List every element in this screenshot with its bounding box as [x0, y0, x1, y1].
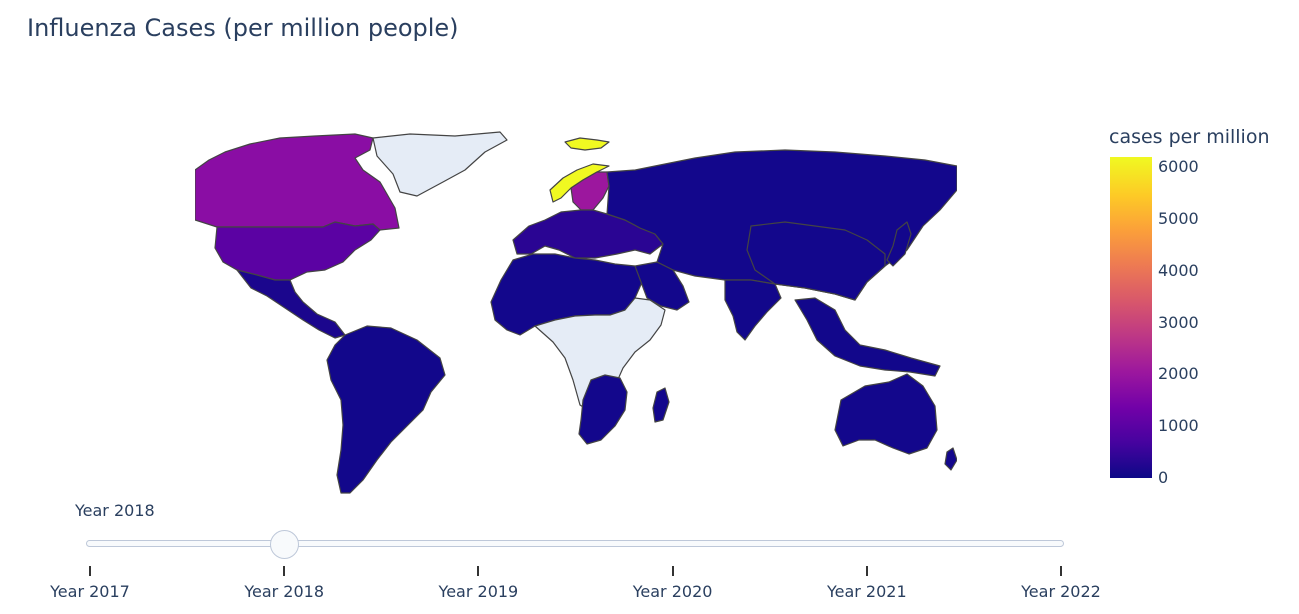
colorbar-tick-label: 3000 [1158, 312, 1199, 332]
slider-step-tick[interactable] [89, 566, 91, 576]
slider-rail[interactable] [86, 540, 1064, 547]
region-mexico-central-america[interactable] [236, 269, 346, 339]
region-southeast-asia[interactable] [794, 297, 941, 377]
region-china[interactable] [746, 221, 886, 301]
slider-step-label[interactable]: Year 2018 [244, 582, 325, 601]
region-southern-africa[interactable] [578, 374, 628, 445]
region-central-africa[interactable] [534, 297, 666, 413]
choropleth-map[interactable] [194, 130, 958, 495]
colorbar-tick-label: 0 [1158, 468, 1169, 487]
region-greenland[interactable] [372, 131, 508, 197]
colorbar-tick-label: 1000 [1158, 416, 1199, 436]
slider-step-label[interactable]: Year 2021 [826, 582, 907, 601]
region-south-america[interactable] [326, 325, 446, 494]
region-canada[interactable] [194, 133, 400, 231]
chart-title: Influenza Cases (per million people) [27, 14, 459, 42]
region-norway-svalbard[interactable] [564, 137, 610, 151]
colorbar-tick-label: 5000 [1158, 209, 1199, 229]
region-japan[interactable] [886, 221, 912, 267]
world-map-svg[interactable] [194, 130, 958, 495]
region-india[interactable] [724, 279, 782, 341]
slider-step-label[interactable]: Year 2020 [632, 582, 713, 601]
slider-step-tick[interactable] [671, 566, 674, 576]
slider-current-value: Year 2018 [75, 501, 155, 520]
slider-step-tick[interactable] [477, 566, 480, 576]
colorbar-tick-label: 2000 [1158, 364, 1199, 384]
region-arabia[interactable] [634, 261, 690, 311]
colorbar [1110, 157, 1152, 478]
colorbar-tick-label: 4000 [1158, 260, 1199, 280]
slider-step-label[interactable]: Year 2019 [438, 582, 519, 601]
colorbar-title: cases per million [1109, 126, 1270, 148]
slider-handle[interactable] [269, 530, 299, 559]
region-new-zealand[interactable] [944, 447, 958, 471]
region-madagascar[interactable] [652, 387, 670, 423]
region-sweden[interactable] [570, 171, 610, 211]
slider-step-tick[interactable] [865, 566, 868, 576]
colorbar-tick-label: 6000 [1158, 157, 1199, 177]
slider-step-tick[interactable] [1060, 566, 1062, 576]
region-australia[interactable] [834, 373, 938, 455]
colorbar-ticks: 0 1000 2000 3000 4000 5000 6000 [1158, 157, 1238, 486]
slider-step-label[interactable]: Year 2022 [1021, 582, 1101, 601]
slider-step-label[interactable]: Year 2017 [50, 582, 130, 601]
slider-step-tick[interactable] [283, 566, 286, 576]
